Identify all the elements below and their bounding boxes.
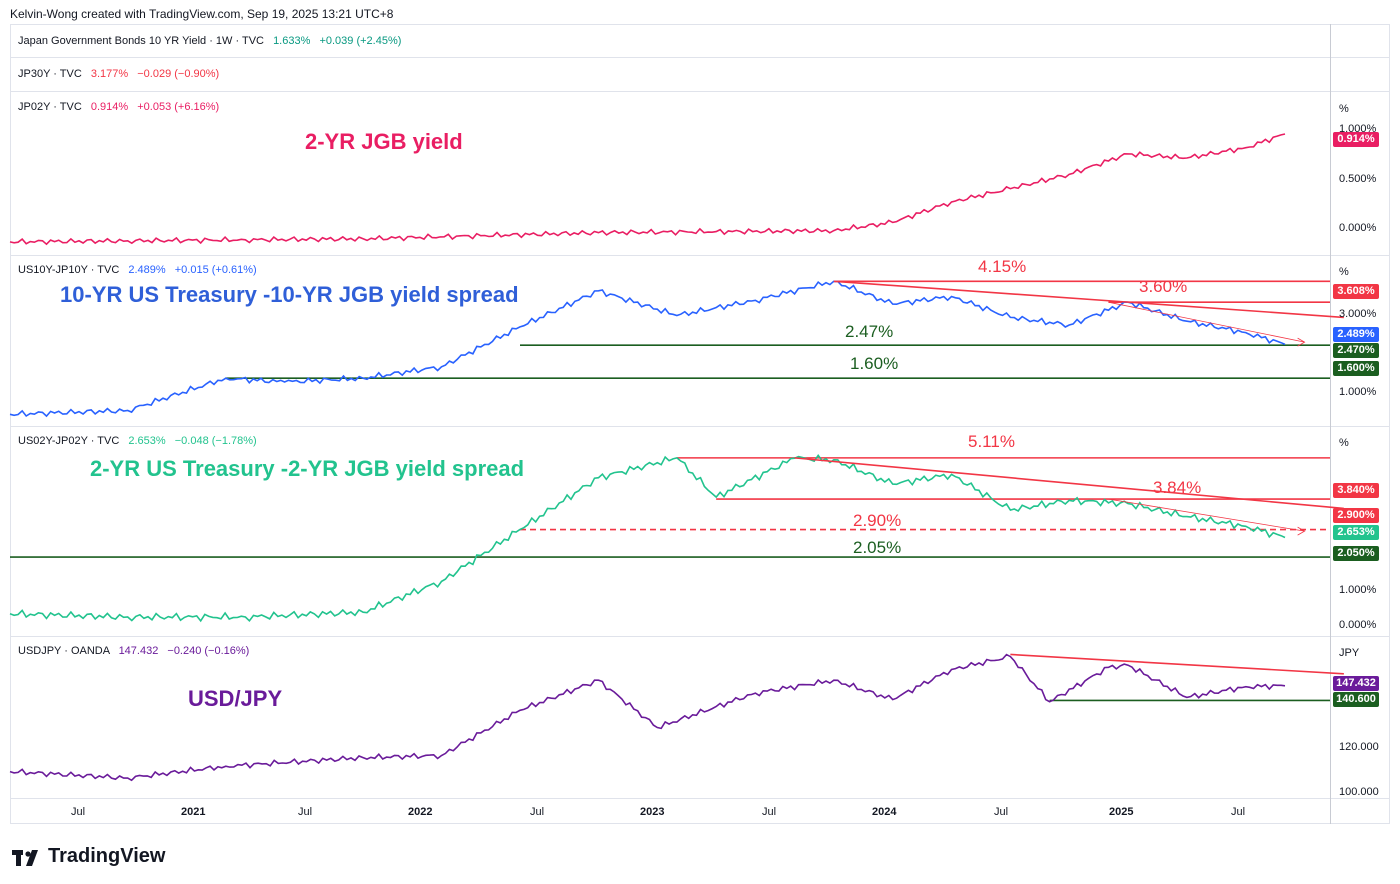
trend-arrow — [1297, 526, 1306, 536]
series-line-USDJPY — [9, 653, 1286, 782]
axis-tick-label: 1.000% — [1339, 584, 1377, 596]
axis-tick-label: 0.500% — [1339, 173, 1377, 185]
axis-tick-label: 120.000 — [1339, 741, 1379, 753]
legend-name: USDJPY · OANDA — [18, 645, 110, 657]
axis-tick-label: 3.000% — [1339, 308, 1377, 320]
legend-change: +0.039 (+2.45%) — [319, 35, 402, 47]
chart-credit: Kelvin-Wong created with TradingView.com… — [10, 7, 394, 21]
time-axis-label: Jul — [994, 806, 1009, 818]
legend-change: +0.053 (+6.16%) — [137, 101, 220, 113]
price-badge: 2.653% — [1333, 525, 1379, 540]
price-axis-divider — [1330, 24, 1331, 824]
time-axis-label: 2021 — [181, 806, 206, 818]
legend-value: 147.432 — [118, 645, 159, 657]
price-badge: 3.840% — [1333, 483, 1379, 498]
pane-title-us02jp02: 2-YR US Treasury -2-YR JGB yield spread — [90, 456, 525, 481]
pane-title-us10jp10: 10-YR US Treasury -10-YR JGB yield sprea… — [60, 282, 519, 307]
time-axis-divider — [10, 798, 1390, 799]
pane-title-jp02: 2-YR JGB yield — [305, 129, 463, 154]
legend-name: Japan Government Bonds 10 YR Yield · 1W … — [18, 35, 264, 47]
legend-value: 2.489% — [128, 264, 166, 276]
level-annotation: 5.11% — [968, 432, 1015, 451]
legend-jp10[interactable]: Japan Government Bonds 10 YR Yield · 1W … — [18, 35, 401, 47]
chart-frame — [10, 24, 1390, 824]
axis-tick-label: 1.000% — [1339, 386, 1377, 398]
level-annotation: 2.47% — [845, 322, 894, 341]
pane-divider — [10, 91, 1390, 92]
legend-change: −0.240 (−0.16%) — [167, 645, 250, 657]
pane-divider — [10, 426, 1390, 427]
time-axis-label: Jul — [762, 806, 777, 818]
price-badge: 3.608% — [1333, 284, 1379, 299]
time-axis-label: 2022 — [408, 806, 433, 818]
axis-tick-label: 0.000% — [1339, 619, 1377, 631]
axis-unit: % — [1339, 266, 1349, 278]
price-badge: 140.600 — [1333, 692, 1379, 707]
axis-tick-label: 0.000% — [1339, 222, 1377, 234]
time-axis-label: Jul — [298, 806, 313, 818]
axis-unit: % — [1339, 437, 1349, 449]
time-axis-label: Jul — [71, 806, 86, 818]
trend-line — [833, 280, 1344, 319]
price-badge: 0.914% — [1333, 132, 1379, 147]
time-axis-label: 2025 — [1109, 806, 1134, 818]
time-axis-label: 2023 — [640, 806, 665, 818]
legend-change: −0.048 (−1.78%) — [174, 435, 257, 447]
legend-us02jp02[interactable]: US02Y-JP02Y · TVC 2.653% −0.048 (−1.78%) — [18, 435, 257, 447]
level-annotation: 2.90% — [853, 511, 902, 530]
axis-unit: % — [1339, 103, 1349, 115]
legend-value: 0.914% — [90, 101, 129, 113]
legend-us10jp10[interactable]: US10Y-JP10Y · TVC 2.489% +0.015 (+0.61%) — [18, 264, 257, 276]
time-axis-label: 2024 — [872, 806, 897, 818]
time-axis-label: Jul — [530, 806, 545, 818]
legend-jp30[interactable]: JP30Y · TVC 3.177% −0.029 (−0.90%) — [18, 68, 219, 80]
level-annotation: 2.05% — [853, 538, 902, 557]
level-annotation: 3.84% — [1153, 478, 1202, 497]
pane-divider — [10, 636, 1390, 637]
price-badge: 1.600% — [1333, 361, 1379, 376]
legend-name: US10Y-JP10Y · TVC — [18, 264, 120, 276]
legend-usdjpy[interactable]: USDJPY · OANDA 147.432 −0.240 (−0.16%) — [18, 645, 249, 657]
tradingview-logo-icon — [12, 849, 42, 866]
legend-name: JP02Y · TVC — [18, 101, 82, 113]
legend-jp02[interactable]: JP02Y · TVC 0.914% +0.053 (+6.16%) — [18, 101, 219, 113]
legend-value: 1.633% — [273, 35, 311, 47]
trend-line — [1108, 498, 1305, 532]
level-annotation: 3.60% — [1139, 277, 1188, 296]
time-axis-label: Jul — [1231, 806, 1246, 818]
level-annotation: 4.15% — [978, 257, 1027, 276]
legend-change: −0.029 (−0.90%) — [137, 68, 220, 80]
axis-tick-label: 100.000 — [1339, 786, 1379, 798]
pane-title-usdjpy: USD/JPY — [188, 686, 283, 711]
level-annotation: 1.60% — [850, 354, 899, 373]
price-badge: 2.489% — [1333, 327, 1379, 342]
trend-line — [794, 457, 1344, 510]
legend-change: +0.015 (+0.61%) — [174, 264, 257, 276]
legend-value: 2.653% — [128, 435, 166, 447]
series-line-US10Y-JP10Y — [9, 280, 1286, 418]
legend-value: 3.177% — [90, 68, 129, 80]
pane-divider — [10, 255, 1390, 256]
trend-arrow — [1297, 337, 1306, 347]
series-line-US02Y-JP02Y — [9, 454, 1286, 623]
trend-line — [1010, 653, 1344, 675]
tradingview-logo-text: TradingView — [48, 845, 166, 867]
pane-divider — [10, 57, 1390, 58]
legend-name: JP30Y · TVC — [18, 68, 82, 80]
series-line-JP02Y — [9, 133, 1286, 246]
legend-name: US02Y-JP02Y · TVC — [18, 435, 120, 447]
axis-unit: JPY — [1339, 647, 1360, 659]
price-badge: 2.900% — [1333, 508, 1379, 523]
trend-line — [1108, 301, 1305, 343]
tradingview-logo[interactable]: TradingView — [12, 845, 165, 868]
price-badge: 2.050% — [1333, 546, 1379, 561]
price-badge: 147.432 — [1333, 676, 1379, 691]
price-badge: 2.470% — [1333, 343, 1379, 358]
